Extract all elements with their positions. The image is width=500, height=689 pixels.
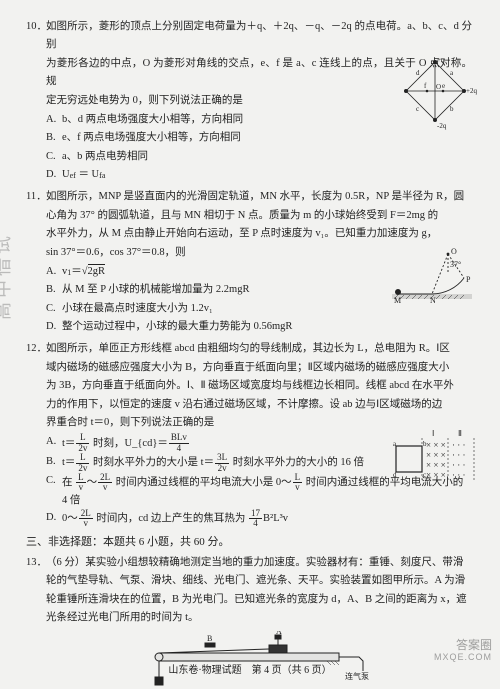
svg-text:× × ×: × × × <box>426 460 446 470</box>
q12-option-d: D. 0～2Lv 时间内，cd 边上产生的焦耳热为 174B²L³v <box>46 509 472 529</box>
svg-text:d: d <box>416 69 420 77</box>
svg-text:× × ×: × × × <box>426 470 446 480</box>
svg-text:Ⅰ: Ⅰ <box>432 429 434 438</box>
question-10: 10． 如图所示，菱形的顶点上分别固定电荷量为＋q、＋2q、－q、－2q 的点电… <box>46 18 472 184</box>
q12-stem-l4: 力的作用下，以恒定的速度 v 沿右通过磁场区域，不计摩擦。设 ab 边与Ⅰ区域磁… <box>46 396 472 414</box>
q10-stem-l1: 如图所示，菱形的顶点上分别固定电荷量为＋q、＋2q、－q、－2q 的点电荷。a、… <box>46 18 472 55</box>
q12-diagram: Ⅰ Ⅱ ab cd × × ×× × ×× × ×× × × · · <box>388 428 478 488</box>
svg-text:f: f <box>424 82 427 90</box>
q12-number: 12． <box>26 340 44 358</box>
q12-stem-l3: 为 3B，方向垂直于纸面向外。Ⅰ、Ⅱ 磁场区域宽度均与线框边长相同。线框 abc… <box>46 377 472 395</box>
q13-stem-l4: 光条经过光电门所用的时间为 t。 <box>46 609 472 627</box>
svg-text:-2q: -2q <box>437 122 447 130</box>
svg-text:× × ×: × × × <box>426 450 446 460</box>
q12-stem-l2: 域内磁场的磁感应强度大小为 B，方向垂直于纸面向里；Ⅱ区域内磁场的磁感应强度大小 <box>46 359 472 377</box>
svg-text:A: A <box>276 631 282 636</box>
svg-text:+q: +q <box>437 56 445 64</box>
q10-option-b: B.e、f 两点电场强度大小相等，方向相同 <box>46 129 472 147</box>
q11-diagram: O 37° P N M <box>392 244 476 308</box>
svg-text:P: P <box>466 275 471 284</box>
q10-number: 10． <box>26 18 44 36</box>
svg-text:· · ·: · · · <box>452 450 466 460</box>
svg-text:· · ·: · · · <box>452 440 466 450</box>
svg-text:b: b <box>450 105 454 113</box>
svg-text:· · ·: · · · <box>452 460 466 470</box>
svg-text:B: B <box>207 634 212 643</box>
q11-option-d: D.整个运动过程中，小球的最大重力势能为 0.56mgR <box>46 318 472 336</box>
q10-diagram: +q +2q -2q -q a b c d e f O <box>400 56 478 132</box>
q10-option-c: C.a、b 两点电势相同 <box>46 148 472 166</box>
section-3-title: 三、非选择题：本题共 6 小题，共 60 分。 <box>26 533 472 552</box>
q10-option-d: D.Uef ＝ Ufa <box>46 166 472 184</box>
q13-diagram: B A 连气泵 <box>149 631 369 689</box>
svg-text:M: M <box>394 296 401 305</box>
q12-stem-l1: 如图所示，单匝正方形线框 abcd 由粗细均匀的导线制成，其边长为 L，总电阻为… <box>46 340 472 358</box>
svg-text:O: O <box>451 247 457 256</box>
svg-text:Ⅱ: Ⅱ <box>458 429 462 438</box>
svg-text:× × ×: × × × <box>426 440 446 450</box>
q13-number: 13． <box>26 554 44 572</box>
q13-stem-l3: 轮重锤所连滑块在的位置，B 为光电门。已知遮光条的宽度为 d，A、B 之间的距离… <box>46 591 472 609</box>
q11-stem-l1: 如图所示，MNP 是竖直面内的光滑固定轨道，MN 水平，长度为 0.5R，NP … <box>46 188 472 206</box>
question-12: 12． 如图所示，单匝正方形线框 abcd 由粗细均匀的导线制成，其边长为 L，… <box>46 340 472 528</box>
svg-text:N: N <box>430 296 436 305</box>
question-11: 11． 如图所示，MNP 是竖直面内的光滑固定轨道，MN 水平，长度为 0.5R… <box>46 188 472 336</box>
svg-text:e: e <box>442 82 445 90</box>
svg-text:a: a <box>450 69 454 77</box>
watermark-left: 高中借试 <box>0 232 20 320</box>
q13-stem-l1: （6 分）某实验小组想较精确地测定当地的重力加速度。实验器材有：重锤、刻度尺、带… <box>46 554 472 572</box>
svg-text:O: O <box>436 83 441 91</box>
svg-text:c: c <box>416 105 419 113</box>
svg-text:37°: 37° <box>450 260 461 269</box>
exam-page: 高中借试 10． 如图所示，菱形的顶点上分别固定电荷量为＋q、＋2q、－q、－2… <box>0 0 500 685</box>
q11-number: 11． <box>26 188 44 206</box>
svg-text:+2q: +2q <box>466 87 477 95</box>
watermark-bottom-right: 答案圈 MXQE.COM <box>434 638 492 663</box>
page-footer: 山东卷·物理试题 第 4 页（共 6 页） <box>0 662 500 680</box>
q13-stem-l2: 轮的气垫导轨、气泵、滑块、细线、光电门、遮光条、天平。实验装置如图甲所示。A 为… <box>46 572 472 590</box>
svg-text:d: d <box>393 471 397 479</box>
q11-stem-l2: 心角为 37° 的圆弧轨道，且与 MN 相切于 N 点。质量为 m 的小球始终受… <box>46 207 472 225</box>
q11-stem-l3: 水平外力，从 M 点由静止开始向右运动，至 P 点时速度为 v₁。已知重力加速度… <box>46 225 472 243</box>
svg-text:· · ·: · · · <box>452 470 466 480</box>
